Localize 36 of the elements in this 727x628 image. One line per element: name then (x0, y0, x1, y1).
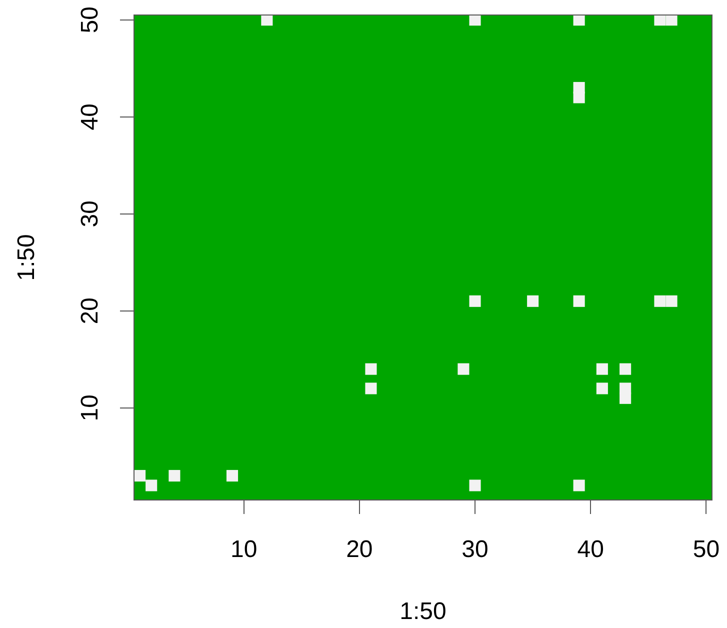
point (527, 295, 539, 307)
point (469, 480, 481, 492)
y-tick-label: 50 (76, 6, 104, 34)
x-tick-label: 50 (692, 536, 720, 564)
point (365, 363, 377, 375)
point (596, 363, 608, 375)
point (469, 15, 481, 26)
point (365, 382, 377, 394)
y-tick-label: 40 (76, 104, 104, 130)
point (620, 363, 632, 375)
x-tick-label: 10 (230, 536, 258, 564)
point (573, 92, 585, 104)
point (654, 15, 666, 26)
point (620, 392, 632, 404)
point (666, 295, 678, 307)
point (666, 15, 678, 26)
x-tick-label: 20 (346, 536, 373, 564)
x-tick-label: 40 (577, 536, 604, 564)
y-tick-label: 10 (76, 394, 104, 422)
point (146, 480, 158, 492)
point (469, 295, 481, 307)
point (168, 470, 180, 482)
x-tick-label: 30 (462, 536, 488, 564)
point (261, 15, 273, 26)
point (134, 470, 146, 482)
point (226, 470, 238, 482)
point (596, 382, 608, 394)
point (573, 295, 585, 307)
point (573, 480, 585, 492)
point (654, 295, 666, 307)
y-tick-label: 30 (76, 200, 104, 228)
x-axis-title: 1:50 (400, 598, 446, 626)
point (458, 363, 470, 375)
point (573, 15, 585, 26)
y-tick-label: 20 (76, 298, 104, 324)
y-axis-title: 1:50 (13, 234, 40, 281)
